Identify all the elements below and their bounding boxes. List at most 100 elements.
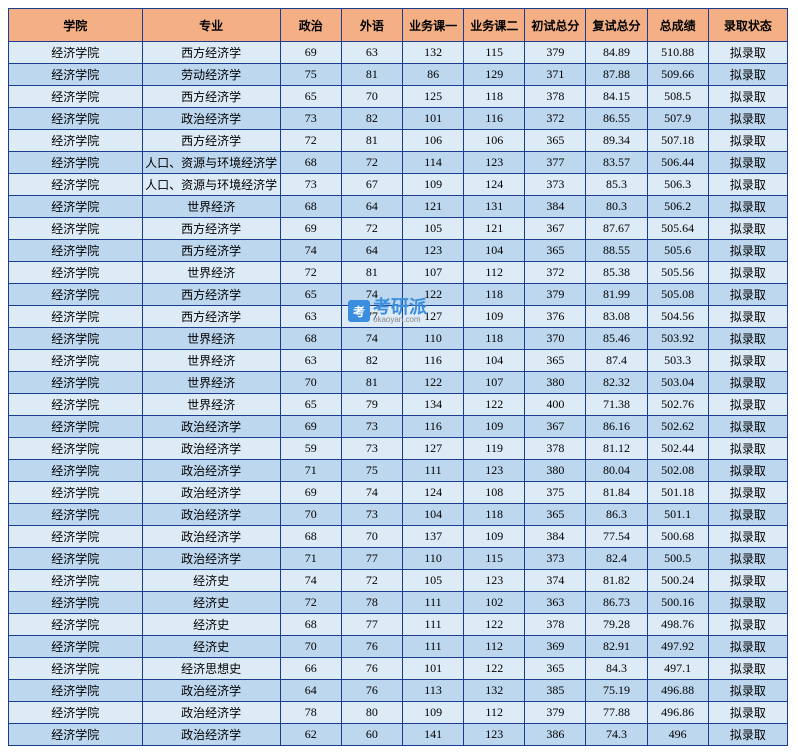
- table-row: 经济学院西方经济学637712710937683.08504.56拟录取: [9, 306, 788, 328]
- table-cell: 经济学院: [9, 64, 143, 86]
- table-cell: 119: [464, 438, 525, 460]
- table-cell: 拟录取: [708, 658, 787, 680]
- table-cell: 拟录取: [708, 570, 787, 592]
- table-cell: 72: [280, 130, 341, 152]
- table-cell: 386: [525, 724, 586, 746]
- table-cell: 经济学院: [9, 438, 143, 460]
- table-cell: 502.44: [647, 438, 708, 460]
- table-cell: 77: [341, 306, 402, 328]
- table-cell: 经济学院: [9, 482, 143, 504]
- table-cell: 81: [341, 372, 402, 394]
- table-row: 经济学院经济史747210512337481.82500.24拟录取: [9, 570, 788, 592]
- table-cell: 政治经济学: [142, 680, 280, 702]
- table-cell: 经济学院: [9, 636, 143, 658]
- table-cell: 372: [525, 262, 586, 284]
- table-cell: 111: [403, 614, 464, 636]
- table-cell: 137: [403, 526, 464, 548]
- table-cell: 109: [464, 306, 525, 328]
- table-cell: 拟录取: [708, 438, 787, 460]
- table-cell: 经济学院: [9, 460, 143, 482]
- table-cell: 经济学院: [9, 130, 143, 152]
- table-cell: 82: [341, 108, 402, 130]
- table-cell: 60: [341, 724, 402, 746]
- table-row: 经济学院政治经济学707310411836586.3501.1拟录取: [9, 504, 788, 526]
- table-row: 经济学院政治经济学697311610936786.16502.62拟录取: [9, 416, 788, 438]
- table-cell: 365: [525, 350, 586, 372]
- table-cell: 79: [341, 394, 402, 416]
- table-row: 经济学院经济史687711112237879.28498.76拟录取: [9, 614, 788, 636]
- table-cell: 世界经济: [142, 394, 280, 416]
- table-row: 经济学院政治经济学647611313238575.19496.88拟录取: [9, 680, 788, 702]
- table-cell: 370: [525, 328, 586, 350]
- col-header-xueyuan: 学院: [9, 9, 143, 42]
- table-row: 经济学院世界经济728110711237285.38505.56拟录取: [9, 262, 788, 284]
- table-cell: 118: [464, 328, 525, 350]
- table-cell: 75: [341, 460, 402, 482]
- table-cell: 拟录取: [708, 350, 787, 372]
- table-cell: 373: [525, 174, 586, 196]
- table-cell: 89.34: [586, 130, 647, 152]
- table-cell: 经济学院: [9, 86, 143, 108]
- table-cell: 132: [403, 42, 464, 64]
- table-row: 经济学院西方经济学728110610636589.34507.18拟录取: [9, 130, 788, 152]
- table-cell: 拟录取: [708, 328, 787, 350]
- table-cell: 经济史: [142, 636, 280, 658]
- table-cell: 80: [341, 702, 402, 724]
- col-header-yewu2: 业务课二: [464, 9, 525, 42]
- table-cell: 141: [403, 724, 464, 746]
- table-cell: 122: [403, 372, 464, 394]
- table-cell: 68: [280, 196, 341, 218]
- table-cell: 131: [464, 196, 525, 218]
- table-cell: 105: [403, 570, 464, 592]
- table-cell: 65: [280, 284, 341, 306]
- table-cell: 496.86: [647, 702, 708, 724]
- table-cell: 经济学院: [9, 262, 143, 284]
- table-cell: 65: [280, 86, 341, 108]
- table-cell: 69: [280, 482, 341, 504]
- table-cell: 109: [464, 416, 525, 438]
- table-cell: 83.57: [586, 152, 647, 174]
- table-cell: 76: [341, 680, 402, 702]
- table-cell: 363: [525, 592, 586, 614]
- table-cell: 77.88: [586, 702, 647, 724]
- table-cell: 75: [280, 64, 341, 86]
- table-cell: 经济学院: [9, 284, 143, 306]
- table-cell: 经济学院: [9, 548, 143, 570]
- table-cell: 72: [280, 262, 341, 284]
- table-cell: 502.08: [647, 460, 708, 482]
- table-cell: 63: [280, 306, 341, 328]
- table-cell: 65: [280, 394, 341, 416]
- table-cell: 86.55: [586, 108, 647, 130]
- table-cell: 81: [341, 262, 402, 284]
- table-cell: 拟录取: [708, 702, 787, 724]
- table-cell: 111: [403, 460, 464, 482]
- table-cell: 86: [403, 64, 464, 86]
- table-cell: 拟录取: [708, 64, 787, 86]
- table-cell: 71: [280, 460, 341, 482]
- table-cell: 拟录取: [708, 416, 787, 438]
- table-cell: 拟录取: [708, 152, 787, 174]
- table-row: 经济学院经济史707611111236982.91497.92拟录取: [9, 636, 788, 658]
- table-cell: 经济学院: [9, 328, 143, 350]
- table-cell: 367: [525, 218, 586, 240]
- table-cell: 115: [464, 548, 525, 570]
- table-cell: 118: [464, 504, 525, 526]
- table-cell: 世界经济: [142, 328, 280, 350]
- table-cell: 122: [403, 284, 464, 306]
- table-cell: 112: [464, 262, 525, 284]
- table-cell: 118: [464, 284, 525, 306]
- table-cell: 西方经济学: [142, 42, 280, 64]
- table-cell: 73: [280, 174, 341, 196]
- table-cell: 107: [403, 262, 464, 284]
- table-cell: 经济学院: [9, 416, 143, 438]
- table-row: 经济学院政治经济学717511112338080.04502.08拟录取: [9, 460, 788, 482]
- table-row: 经济学院世界经济657913412240071.38502.76拟录取: [9, 394, 788, 416]
- table-cell: 109: [464, 526, 525, 548]
- table-cell: 拟录取: [708, 680, 787, 702]
- table-cell: 104: [403, 504, 464, 526]
- table-cell: 拟录取: [708, 460, 787, 482]
- table-cell: 74.3: [586, 724, 647, 746]
- table-cell: 经济史: [142, 592, 280, 614]
- table-cell: 西方经济学: [142, 284, 280, 306]
- table-cell: 502.62: [647, 416, 708, 438]
